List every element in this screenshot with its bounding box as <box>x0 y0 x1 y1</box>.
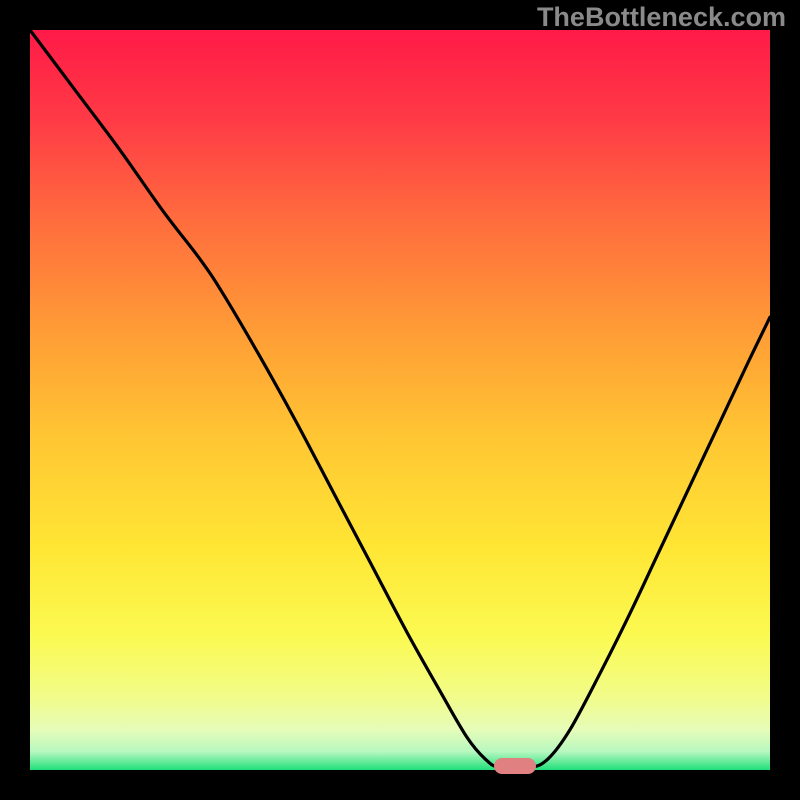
valley-marker <box>494 758 536 774</box>
plot-area <box>30 30 770 770</box>
watermark-text: TheBottleneck.com <box>537 2 786 33</box>
chart-frame: TheBottleneck.com <box>0 0 800 800</box>
